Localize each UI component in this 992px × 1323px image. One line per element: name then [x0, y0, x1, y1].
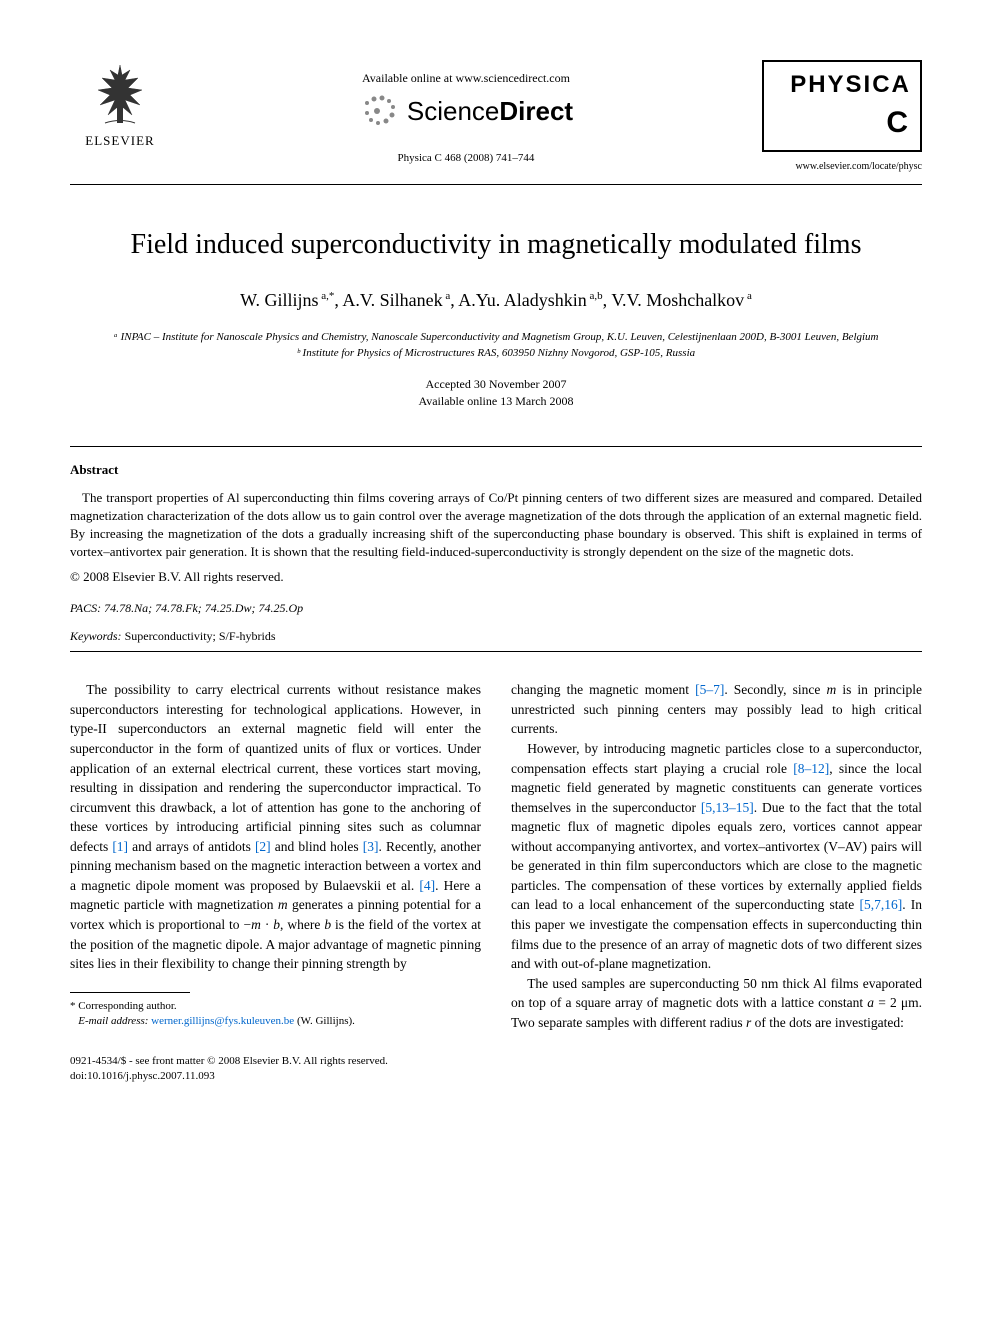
- footnote: * Corresponding author. E-mail address: …: [70, 999, 481, 1030]
- article-title: Field induced superconductivity in magne…: [70, 225, 922, 264]
- header-rule: [70, 184, 922, 185]
- keywords: Keywords: Superconductivity; S/F-hybrids: [70, 628, 922, 645]
- column-right: changing the magnetic moment [5–7]. Seco…: [511, 680, 922, 1084]
- body-para-4: The used samples are superconducting 50 …: [511, 974, 922, 1033]
- email-label: E-mail address:: [78, 1015, 148, 1027]
- available-online-text: Available online at www.sciencedirect.co…: [170, 70, 762, 87]
- locate-url: www.elsevier.com/locate/physc: [762, 160, 922, 174]
- ref-3[interactable]: [3]: [363, 839, 379, 854]
- abstract-body: The transport properties of Al supercond…: [70, 490, 922, 560]
- affiliation-a: ᵃ INPAC – Institute for Nanoscale Physic…: [70, 329, 922, 346]
- header-center: Available online at www.sciencedirect.co…: [170, 60, 762, 166]
- physica-label: PHYSICA: [790, 71, 910, 98]
- sciencedirect-swirl-icon: [359, 93, 399, 128]
- elsevier-label: ELSEVIER: [85, 132, 154, 150]
- corresponding-author: * Corresponding author.: [70, 999, 481, 1014]
- physica-block: PHYSICA C www.elsevier.com/locate/physc: [762, 60, 922, 174]
- ref-5-7[interactable]: [5–7]: [695, 682, 724, 697]
- online-date: Available online 13 March 2008: [70, 393, 922, 410]
- email-line: E-mail address: werner.gillijns@fys.kule…: [70, 1014, 481, 1029]
- abstract-heading: Abstract: [70, 461, 922, 479]
- abstract-top-rule: [70, 446, 922, 447]
- affiliation-b: ᵇ Institute for Physics of Microstructur…: [70, 345, 922, 362]
- keywords-text: Superconductivity; S/F-hybrids: [125, 629, 276, 643]
- email-link[interactable]: werner.gillijns@fys.kuleuven.be: [151, 1015, 294, 1027]
- pacs: PACS: 74.78.Na; 74.78.Fk; 74.25.Dw; 74.2…: [70, 600, 922, 617]
- email-author-name: (W. Gillijns).: [297, 1015, 355, 1027]
- column-left: The possibility to carry electrical curr…: [70, 680, 481, 1084]
- ref-2[interactable]: [2]: [255, 839, 271, 854]
- physica-letter: C: [886, 106, 910, 139]
- ref-1[interactable]: [1]: [112, 839, 128, 854]
- abstract-text: The transport properties of Al supercond…: [70, 489, 922, 562]
- keywords-label: Keywords:: [70, 629, 122, 643]
- sciencedirect-logo: ScienceDirect: [359, 93, 573, 129]
- ref-5-13-15[interactable]: [5,13–15]: [701, 800, 754, 815]
- footnote-separator: [70, 992, 190, 993]
- elsevier-logo-block: ELSEVIER: [70, 60, 170, 150]
- elsevier-tree-icon: [90, 60, 150, 130]
- header: ELSEVIER Available online at www.science…: [70, 60, 922, 174]
- body-para-1: The possibility to carry electrical curr…: [70, 680, 481, 973]
- journal-reference: Physica C 468 (2008) 741–744: [170, 151, 762, 166]
- dates: Accepted 30 November 2007 Available onli…: [70, 376, 922, 410]
- body-para-3: However, by introducing magnetic particl…: [511, 739, 922, 974]
- abstract-copyright: © 2008 Elsevier B.V. All rights reserved…: [70, 568, 922, 586]
- sciencedirect-text: ScienceDirect: [407, 93, 573, 129]
- ref-4[interactable]: [4]: [419, 878, 435, 893]
- ref-5-7-16[interactable]: [5,7,16]: [859, 897, 902, 912]
- authors: W. Gillijns a,*, A.V. Silhanek a, A.Yu. …: [70, 288, 922, 313]
- doi-line: doi:10.1016/j.physc.2007.11.093: [70, 1069, 481, 1084]
- pacs-label: PACS:: [70, 601, 101, 615]
- body-columns: The possibility to carry electrical curr…: [70, 680, 922, 1084]
- accepted-date: Accepted 30 November 2007: [70, 376, 922, 393]
- bottom-info: 0921-4534/$ - see front matter © 2008 El…: [70, 1054, 481, 1085]
- pacs-codes: 74.78.Na; 74.78.Fk; 74.25.Dw; 74.25.Op: [104, 601, 303, 615]
- ref-8-12[interactable]: [8–12]: [793, 761, 829, 776]
- issn-line: 0921-4534/$ - see front matter © 2008 El…: [70, 1054, 481, 1069]
- physica-logo: PHYSICA C: [762, 60, 922, 152]
- keywords-rule: [70, 651, 922, 652]
- affiliations: ᵃ INPAC – Institute for Nanoscale Physic…: [70, 329, 922, 362]
- body-para-2: changing the magnetic moment [5–7]. Seco…: [511, 680, 922, 739]
